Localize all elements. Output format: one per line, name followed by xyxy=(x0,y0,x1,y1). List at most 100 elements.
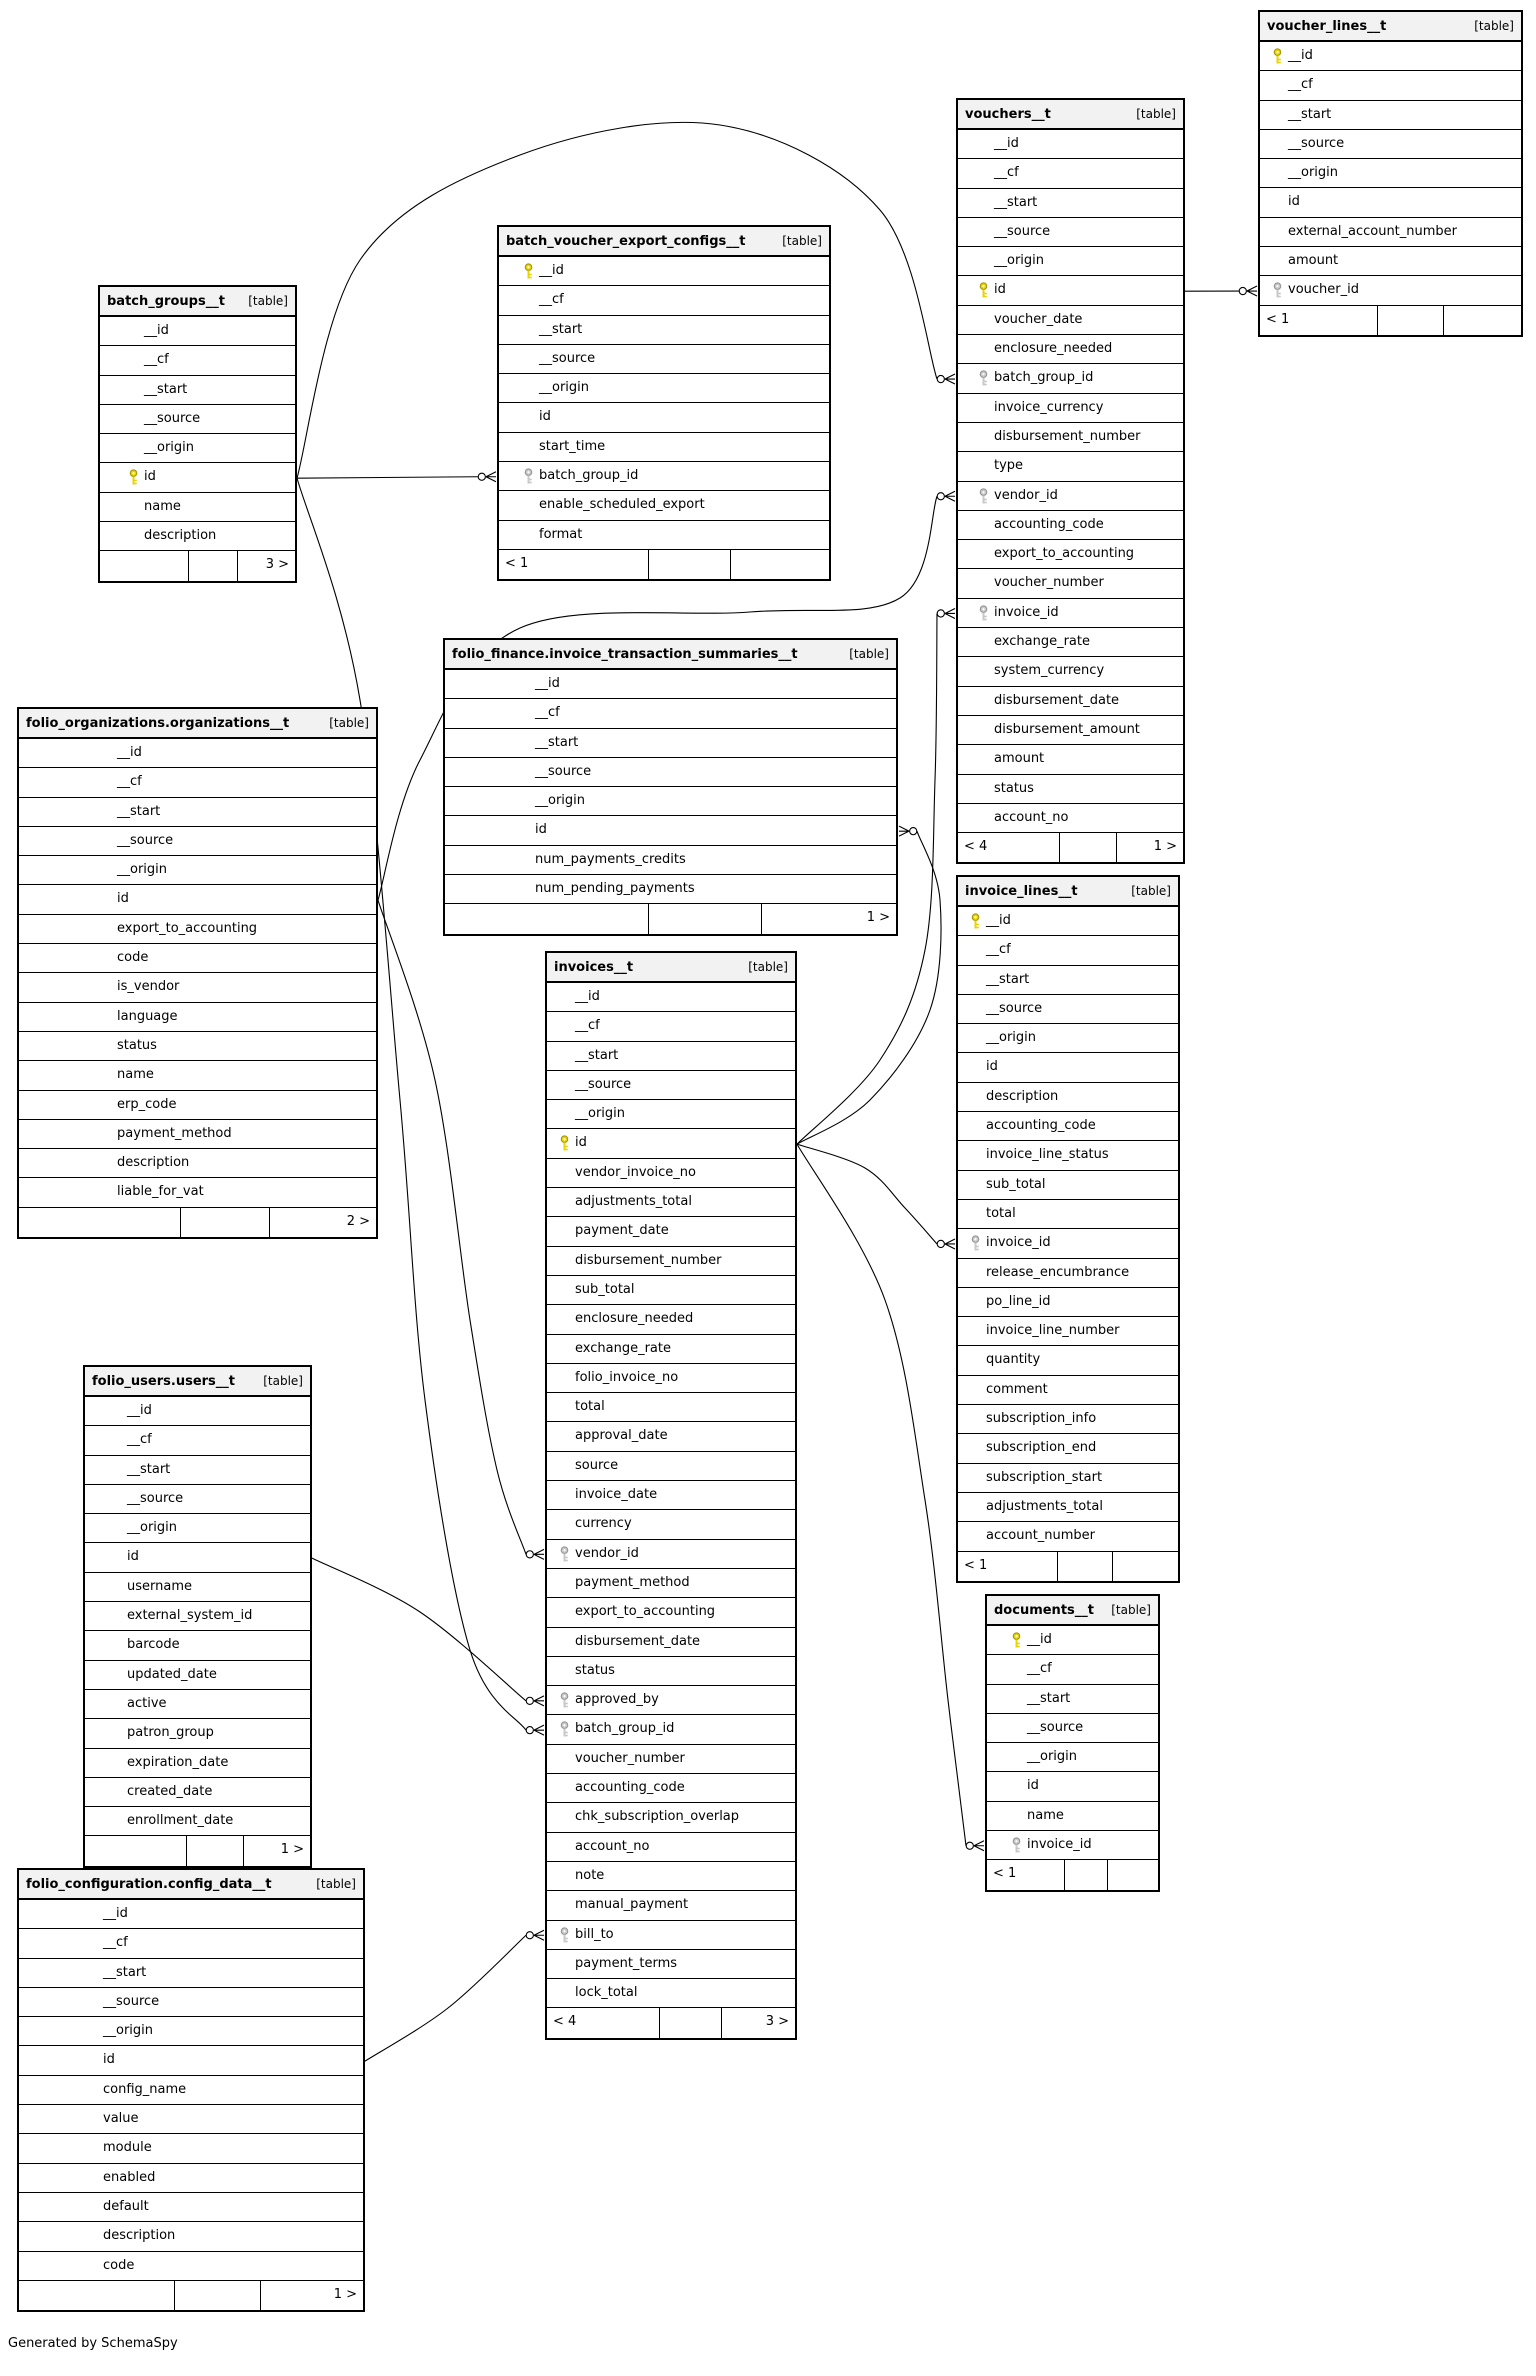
column-row-adjustments_total: adjustments_total xyxy=(958,1492,1178,1523)
column-row-vendor_id: vendor_id xyxy=(958,481,1183,511)
column-row-voucher_date: voucher_date xyxy=(958,305,1183,336)
column-name: invoice_line_status xyxy=(986,1147,1109,1163)
column-row-type: type xyxy=(958,452,1183,482)
column-row-__start: __start xyxy=(445,728,896,758)
column-row-__source: __source xyxy=(547,1070,795,1101)
column-name: disbursement_number xyxy=(575,1252,722,1268)
column-name: __origin xyxy=(539,380,590,396)
column-name: accounting_code xyxy=(994,516,1104,532)
column-name: __source xyxy=(575,1076,632,1092)
column-name: username xyxy=(127,1578,192,1594)
column-name: po_line_id xyxy=(986,1293,1051,1309)
table-organizations: folio_organizations.organizations__t [tab… xyxy=(17,707,378,1240)
table-header-vouchers[interactable]: vouchers__t [table] xyxy=(958,100,1183,130)
column-row-id: id xyxy=(100,463,295,493)
column-row-payment_method: payment_method xyxy=(19,1119,376,1150)
column-name: __id xyxy=(103,1906,128,1921)
foreign-key-icon xyxy=(968,1235,983,1252)
column-row-status: status xyxy=(547,1656,795,1687)
foreign-key-connector-invoices.vendor_id xyxy=(525,1548,545,1560)
column-name: external_system_id xyxy=(127,1608,253,1624)
column-row-__id: __id xyxy=(958,907,1178,937)
table-footer: < 1 xyxy=(958,1551,1178,1581)
column-row-__cf: __cf xyxy=(987,1655,1158,1685)
column-row-batch_group_id: batch_group_id xyxy=(958,364,1183,394)
column-row-__source: __source xyxy=(987,1713,1158,1744)
column-row-voucher_number: voucher_number xyxy=(958,569,1183,599)
table-header-invoices[interactable]: invoices__t [table] xyxy=(547,953,795,983)
column-row-__origin: __origin xyxy=(958,1024,1178,1054)
column-row-name: name xyxy=(100,492,295,523)
zero-or-one-circle-icon xyxy=(525,1696,534,1705)
footer-referenced-by-count: < 1 xyxy=(964,1557,988,1573)
table-header-voucher_lines[interactable]: voucher_lines__t [table] xyxy=(1260,12,1521,42)
column-row-folio_invoice_no: folio_invoice_no xyxy=(547,1363,795,1394)
footer-references-count xyxy=(730,549,829,580)
table-header-summaries[interactable]: folio_finance.invoice_transaction_summar… xyxy=(445,640,896,670)
footer-spacer-cell xyxy=(186,1836,242,1866)
column-name: description xyxy=(103,2228,176,2244)
column-name: __id xyxy=(575,989,600,1004)
column-row-source: source xyxy=(547,1451,795,1482)
column-row-approved_by: approved_by xyxy=(547,1686,795,1716)
column-row-__cf: __cf xyxy=(958,159,1183,189)
column-row-patron_group: patron_group xyxy=(85,1719,310,1749)
foreign-key-icon xyxy=(557,1926,572,1944)
column-row-num_payments_credits: num_payments_credits xyxy=(445,845,896,876)
column-name: __start xyxy=(1288,106,1332,122)
column-name: voucher_number xyxy=(575,1750,685,1766)
column-row-__cf: __cf xyxy=(499,286,829,316)
column-row-lock_total: lock_total xyxy=(547,1979,795,2009)
table-header-config_data[interactable]: folio_configuration.config_data__t [table… xyxy=(19,1870,363,1900)
footer-references-count: 1 > xyxy=(760,904,896,934)
column-row-invoice_id: invoice_id xyxy=(958,598,1183,629)
column-row-batch_group_id: batch_group_id xyxy=(547,1715,795,1745)
column-name: disbursement_date xyxy=(994,692,1120,708)
column-row-invoice_id: invoice_id xyxy=(958,1229,1178,1259)
column-name: account_number xyxy=(986,1528,1096,1544)
table-title: batch_groups__t xyxy=(107,293,225,309)
table-header-invoice_lines[interactable]: invoice_lines__t [table] xyxy=(958,877,1178,907)
column-row-__start: __start xyxy=(100,375,295,405)
table-header-documents[interactable]: documents__t [table] xyxy=(987,1596,1158,1626)
table-footer: < 1 xyxy=(499,549,829,580)
table-header-batch_groups[interactable]: batch_groups__t [table] xyxy=(100,287,295,317)
column-name: name xyxy=(1027,1807,1064,1823)
column-name: account_no xyxy=(575,1838,650,1854)
column-row-erp_code: erp_code xyxy=(19,1090,376,1120)
column-name: code xyxy=(117,950,149,966)
generator-note: Generated by SchemaSpy xyxy=(8,2336,178,2351)
footer-spacer-cell xyxy=(173,2280,260,2311)
column-name: __source xyxy=(994,223,1051,239)
column-row-__cf: __cf xyxy=(958,936,1178,966)
table-footer: 3 > xyxy=(100,551,295,581)
table-header-organizations[interactable]: folio_organizations.organizations__t [tab… xyxy=(19,709,376,739)
primary-key-icon xyxy=(968,913,983,930)
column-row-sub_total: sub_total xyxy=(958,1170,1178,1200)
table-title: invoices__t xyxy=(554,959,634,975)
column-name: config_name xyxy=(103,2081,187,2097)
column-row-manual_payment: manual_payment xyxy=(547,1891,795,1921)
column-name: approved_by xyxy=(575,1692,659,1708)
column-name: __start xyxy=(117,803,161,819)
table-header-users[interactable]: folio_users.users__t [table] xyxy=(85,1367,310,1397)
column-name: export_to_accounting xyxy=(575,1604,716,1620)
table-footer: 1 > xyxy=(445,904,896,934)
column-row-__id: __id xyxy=(958,130,1183,160)
column-name: __origin xyxy=(986,1030,1037,1046)
column-name: amount xyxy=(1288,253,1339,269)
footer-referenced-by-count xyxy=(19,2281,174,2310)
table-title: vouchers__t xyxy=(965,106,1051,122)
column-name: __id xyxy=(127,1403,152,1418)
column-row-status: status xyxy=(958,774,1183,804)
table-batch_groups: batch_groups__t [table] __id __cf __start __s… xyxy=(98,285,297,583)
column-name: __source xyxy=(986,1000,1043,1016)
column-name: __source xyxy=(1288,135,1345,151)
crows-foot-icon xyxy=(485,471,497,483)
column-row-quantity: quantity xyxy=(958,1346,1178,1376)
column-row-default: default xyxy=(19,2192,363,2223)
column-row-voucher_number: voucher_number xyxy=(547,1744,795,1775)
column-row-created_date: created_date xyxy=(85,1777,310,1808)
column-row-approval_date: approval_date xyxy=(547,1422,795,1452)
table-header-bvec[interactable]: batch_voucher_export_configs__t [table] xyxy=(499,227,829,257)
